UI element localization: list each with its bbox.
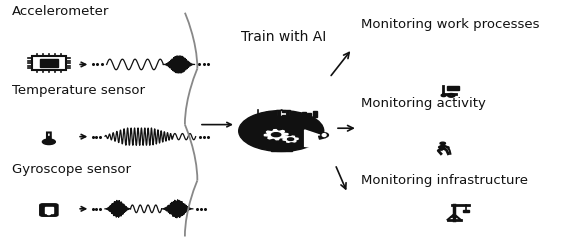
Circle shape [442,95,446,96]
Bar [277,113,280,114]
Circle shape [440,142,445,144]
Bar [282,114,285,116]
Polygon shape [264,130,288,140]
Ellipse shape [239,111,324,151]
Bar [313,111,317,117]
Bar [45,207,53,213]
FancyBboxPatch shape [47,133,51,140]
Bar [302,112,306,117]
Polygon shape [318,136,326,139]
Polygon shape [304,130,326,148]
Bar [463,210,469,212]
Text: Train with AI: Train with AI [242,30,327,44]
Text: Monitoring activity: Monitoring activity [361,97,485,110]
Circle shape [288,138,294,140]
Bar [276,110,290,116]
Bar [286,111,289,112]
Ellipse shape [322,134,326,136]
Ellipse shape [321,133,328,137]
FancyBboxPatch shape [40,204,58,216]
Polygon shape [448,86,459,90]
Circle shape [42,139,55,144]
Bar [296,114,300,117]
Bar [282,111,285,112]
Bar [32,56,66,70]
Bar [286,113,289,114]
Bar [277,111,280,112]
Bar [307,113,311,117]
Bar [271,145,292,151]
Text: Monitoring infrastructure: Monitoring infrastructure [361,174,527,187]
Bar [277,114,280,116]
Bar [286,114,289,116]
Bar [40,59,58,67]
Text: Monitoring work processes: Monitoring work processes [361,17,539,30]
Bar [48,136,49,140]
Circle shape [448,94,455,97]
Polygon shape [283,136,298,142]
Circle shape [48,213,50,215]
Text: Temperature sensor: Temperature sensor [12,84,145,97]
Text: Gyroscope sensor: Gyroscope sensor [12,163,131,176]
Circle shape [271,133,281,137]
Text: Accelerometer: Accelerometer [12,5,109,17]
